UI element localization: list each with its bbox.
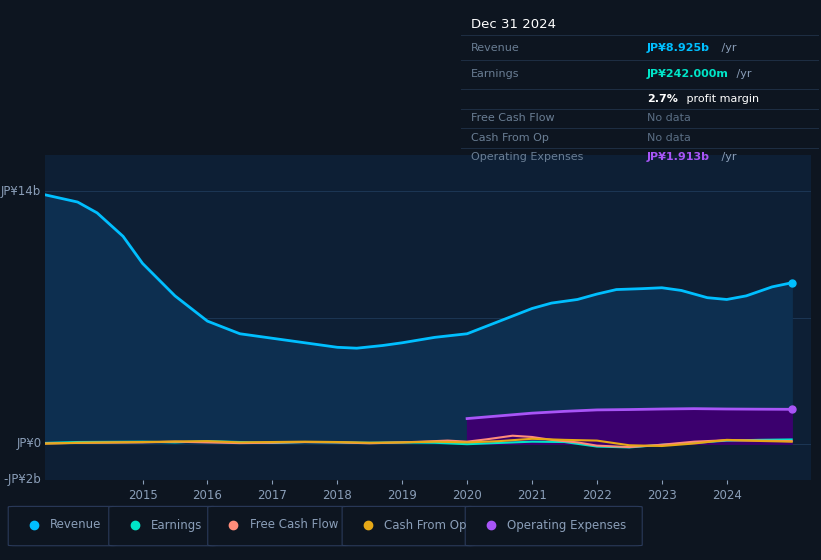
Text: JP¥14b: JP¥14b <box>1 185 41 198</box>
Text: Earnings: Earnings <box>150 519 202 531</box>
Text: No data: No data <box>647 133 690 143</box>
FancyBboxPatch shape <box>342 506 475 546</box>
Text: Revenue: Revenue <box>471 43 520 53</box>
FancyBboxPatch shape <box>466 506 642 546</box>
FancyBboxPatch shape <box>208 506 349 546</box>
Text: -JP¥2b: -JP¥2b <box>3 473 41 487</box>
Text: Revenue: Revenue <box>50 519 102 531</box>
Text: Operating Expenses: Operating Expenses <box>471 152 584 162</box>
Text: 2.7%: 2.7% <box>647 94 677 104</box>
Text: JP¥8.925b: JP¥8.925b <box>647 43 709 53</box>
Text: profit margin: profit margin <box>682 94 759 104</box>
Text: JP¥0: JP¥0 <box>16 437 41 450</box>
Text: Free Cash Flow: Free Cash Flow <box>471 113 555 123</box>
FancyBboxPatch shape <box>8 506 117 546</box>
Text: Earnings: Earnings <box>471 69 520 80</box>
Text: JP¥242.000m: JP¥242.000m <box>647 69 728 80</box>
Text: Dec 31 2024: Dec 31 2024 <box>471 17 557 31</box>
Text: JP¥1.913b: JP¥1.913b <box>647 152 709 162</box>
FancyBboxPatch shape <box>108 506 218 546</box>
Text: Cash From Op: Cash From Op <box>471 133 549 143</box>
Text: No data: No data <box>647 113 690 123</box>
Text: /yr: /yr <box>718 43 736 53</box>
Text: Operating Expenses: Operating Expenses <box>507 519 626 531</box>
Text: Cash From Op: Cash From Op <box>384 519 466 531</box>
Text: /yr: /yr <box>718 152 736 162</box>
Text: /yr: /yr <box>733 69 752 80</box>
Text: Free Cash Flow: Free Cash Flow <box>250 519 338 531</box>
